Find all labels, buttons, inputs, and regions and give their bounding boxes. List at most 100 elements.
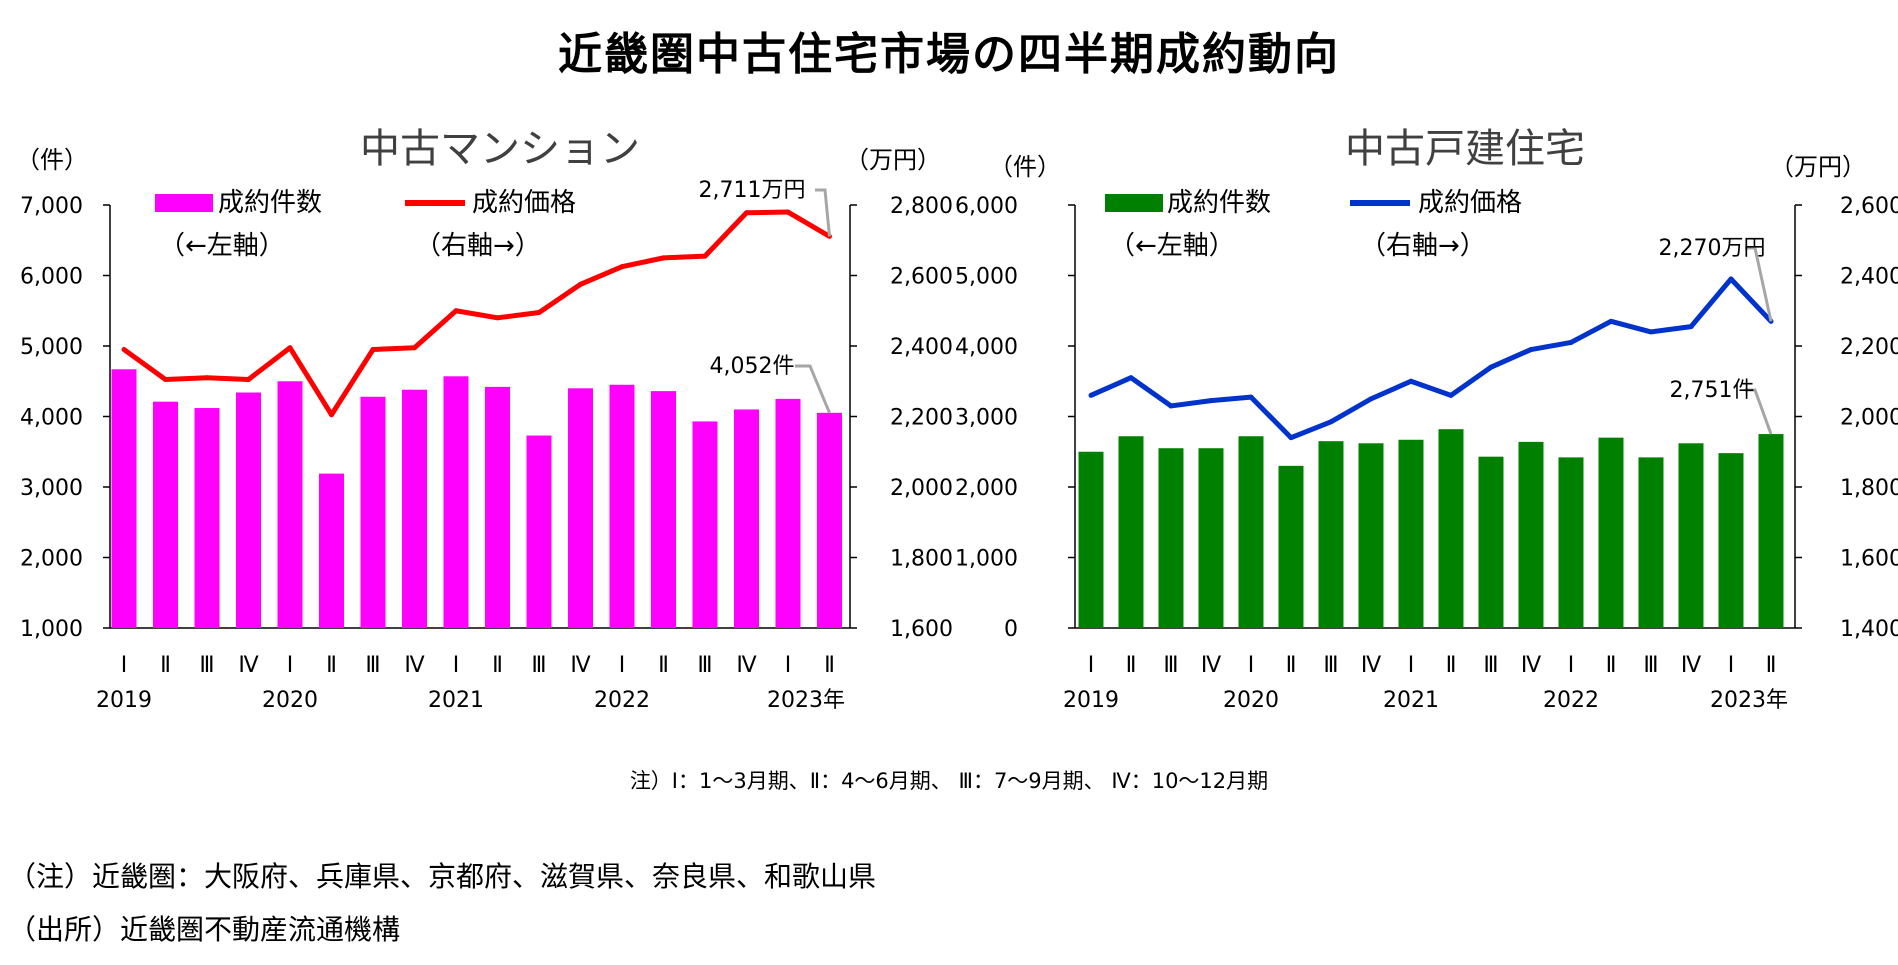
house-left-tick-label: 1,000	[955, 547, 1018, 572]
house-price-point	[1368, 396, 1374, 402]
house-left-tick-label: 6,000	[955, 194, 1018, 219]
house-price-point	[1728, 276, 1734, 282]
condo-year-label: 2020	[262, 688, 318, 713]
condo-bar	[526, 435, 552, 628]
condo-quarter-label: Ⅱ	[492, 653, 503, 678]
house-chart-title: 中古戸建住宅	[1345, 126, 1585, 172]
house-right-tick-label: 1,400	[1840, 617, 1898, 642]
house-quarter-label: Ⅲ	[1323, 653, 1338, 678]
condo-quarter-label: Ⅱ	[824, 653, 835, 678]
condo-quarter-label: Ⅱ	[160, 653, 171, 678]
condo-bar	[609, 384, 635, 628]
condo-legend-line-sub: （右軸→）	[415, 231, 541, 261]
house-price-point	[1528, 347, 1534, 353]
condo-quarter-label: Ⅲ	[365, 653, 380, 678]
house-left-unit: （件）	[989, 153, 1061, 181]
condo-bar	[568, 388, 593, 628]
condo-bar	[817, 412, 842, 628]
house-year-label: 2023年	[1710, 688, 1788, 713]
condo-year-label: 2023年	[767, 688, 845, 713]
condo-quarter-label: Ⅳ	[404, 653, 425, 678]
house-price-point	[1168, 403, 1174, 409]
condo-left-tick-label: 6,000	[20, 265, 83, 290]
house-bar	[1398, 439, 1424, 628]
house-left-tick-label: 4,000	[955, 335, 1018, 360]
condo-left-tick-label: 7,000	[20, 194, 83, 219]
condo-left-tick-label: 4,000	[20, 406, 83, 431]
house-price-point	[1248, 394, 1254, 400]
house-price-point	[1648, 329, 1654, 335]
condo-bar	[111, 369, 137, 628]
house-legend-line-label: 成約価格	[1418, 188, 1522, 218]
condo-price-point	[287, 345, 293, 351]
region-footnote: （注）近畿圏：大阪府、兵庫県、京都府、滋賀県、奈良県、和歌山県	[8, 860, 877, 893]
condo-bar	[443, 376, 469, 628]
house-legend-bar-sub: （←左軸）	[1109, 231, 1235, 261]
house-quarter-label: Ⅳ	[1521, 653, 1542, 678]
house-bar	[1278, 465, 1304, 628]
house-right-tick-label: 2,000	[1840, 406, 1898, 431]
condo-right-tick-label: 1,800	[890, 547, 953, 572]
condo-left-unit: （件）	[16, 146, 88, 174]
house-legend-line-sub: （右軸→）	[1360, 231, 1486, 261]
condo-right-tick-label: 1,600	[890, 617, 953, 642]
house-right-tick-label: 1,600	[1840, 547, 1898, 572]
house-bar	[1638, 457, 1664, 628]
condo-year-label: 2022	[594, 688, 650, 713]
house-quarter-label: Ⅱ	[1446, 653, 1457, 678]
house-year-label: 2020	[1223, 688, 1279, 713]
condo-price-point	[702, 253, 708, 259]
condo-bar	[360, 396, 386, 628]
house-price-callout: 2,270万円	[1659, 236, 1766, 261]
condo-legend-bar-swatch	[155, 194, 213, 212]
house-quarter-label: Ⅱ	[1286, 653, 1297, 678]
condo-quarter-label: Ⅲ	[697, 653, 712, 678]
condo-quarter-label: Ⅰ	[121, 653, 128, 678]
house-right-tick-label: 2,400	[1840, 265, 1898, 290]
condo-quarter-label: Ⅳ	[736, 653, 757, 678]
house-year-label: 2021	[1383, 688, 1439, 713]
condo-left-tick-label: 1,000	[20, 617, 83, 642]
condo-right-tick-label: 2,800	[890, 194, 953, 219]
house-price-point	[1568, 339, 1574, 345]
condo-price-point	[163, 376, 168, 382]
house-bar	[1118, 436, 1144, 628]
house-bar	[1718, 453, 1744, 628]
condo-quarter-label: Ⅱ	[326, 653, 337, 678]
condo-legend-bar-label: 成約件数	[218, 188, 322, 218]
condo-price-point	[370, 347, 376, 353]
condo-quarter-label: Ⅱ	[658, 653, 669, 678]
house-bar	[1238, 436, 1264, 628]
house-quarter-label: Ⅰ	[1088, 653, 1095, 678]
house-bar	[1198, 448, 1224, 628]
house-bar	[1358, 443, 1384, 628]
house-bar	[1158, 448, 1184, 628]
house-quarter-label: Ⅳ	[1361, 653, 1382, 678]
condo-quarter-label: Ⅲ	[199, 653, 214, 678]
house-price-point	[1608, 318, 1614, 324]
condo-price-point	[453, 308, 459, 314]
house-quarter-label: Ⅲ	[1163, 653, 1178, 678]
house-quarter-label: Ⅲ	[1643, 653, 1658, 678]
house-quarter-label: Ⅰ	[1728, 653, 1735, 678]
condo-right-tick-label: 2,200	[890, 406, 953, 431]
house-count-callout: 2,751件	[1670, 378, 1755, 403]
condo-price-point	[744, 210, 749, 216]
house-left-tick-label: 3,000	[955, 406, 1018, 431]
condo-price-point	[578, 281, 583, 287]
quarter-note: 注）Ⅰ：1～3月期、Ⅱ：4～6月期、 Ⅲ：7～9月期、 Ⅳ：10～12月期	[629, 769, 1269, 793]
condo-count-callout-leader	[795, 364, 831, 414]
condo-right-tick-label: 2,600	[890, 265, 953, 290]
house-price-point	[1208, 398, 1214, 404]
house-year-label: 2019	[1063, 688, 1119, 713]
house-price-callout-leader	[1745, 246, 1773, 322]
house-bar	[1758, 434, 1784, 628]
condo-price-point	[204, 375, 210, 381]
house-right-unit: （万円）	[1770, 153, 1866, 181]
condo-bar	[402, 389, 427, 628]
house-bar	[1518, 441, 1544, 628]
house-legend-bar-label: 成約件数	[1167, 188, 1271, 218]
condo-bar	[277, 381, 303, 628]
condo-bar	[194, 408, 220, 628]
